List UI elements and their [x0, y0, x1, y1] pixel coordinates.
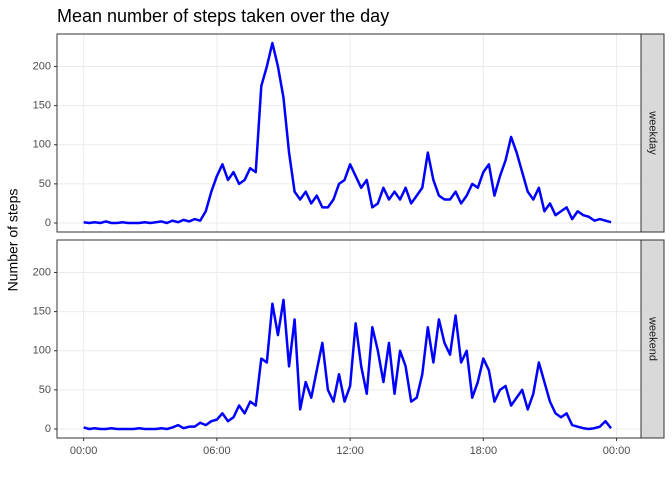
- y-tick-label: 150: [33, 306, 51, 318]
- y-tick-label: 100: [33, 139, 51, 151]
- facet-strip: [640, 33, 665, 233]
- y-axis-label: Number of steps: [5, 189, 21, 292]
- y-tick-label: 50: [39, 384, 51, 396]
- x-tick-label: 00:00: [603, 445, 631, 457]
- x-tick-label: 00:00: [70, 445, 98, 457]
- facet-label: weekday: [647, 110, 659, 155]
- chart-title: Mean number of steps taken over the day: [57, 6, 389, 26]
- y-tick-label: 200: [33, 266, 51, 278]
- data-line: [83, 298, 613, 431]
- x-tick-label: 18:00: [470, 445, 498, 457]
- y-tick-label: 100: [33, 345, 51, 357]
- data-line: [83, 41, 612, 225]
- y-tick-label: 200: [33, 60, 51, 72]
- y-tick-label: 0: [45, 217, 51, 229]
- x-tick-label: 12:00: [336, 445, 364, 457]
- y-tick-label: 50: [39, 178, 51, 190]
- x-tick-label: 06:00: [203, 445, 231, 457]
- y-tick-label: 150: [33, 100, 51, 112]
- panel-border: [56, 33, 642, 233]
- facet-strip: [640, 239, 665, 439]
- y-tick-label: 0: [45, 423, 51, 435]
- facet-label: weekend: [647, 316, 659, 361]
